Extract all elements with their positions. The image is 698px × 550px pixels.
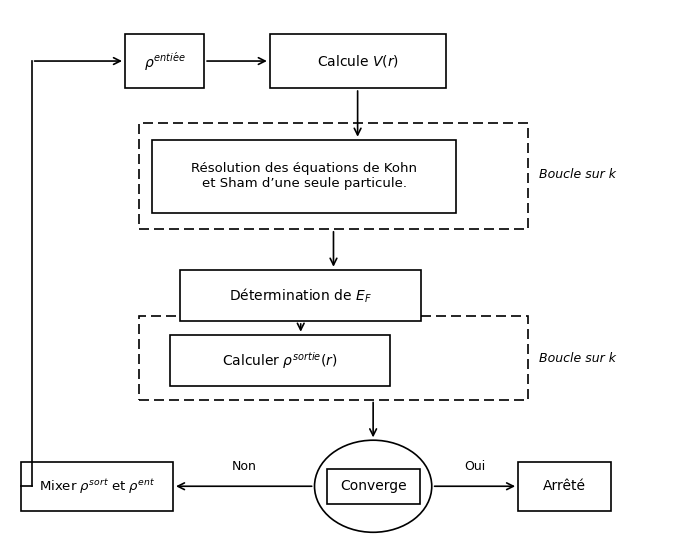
Text: Calcule $V(r)$: Calcule $V(r)$ [317, 53, 399, 69]
Bar [269, 34, 445, 88]
Bar [152, 140, 456, 213]
Bar [22, 462, 173, 510]
Bar [170, 334, 390, 386]
Text: $\rho^{enti\'{e}e}$: $\rho^{enti\'{e}e}$ [144, 50, 186, 73]
Bar [139, 316, 528, 400]
Text: Converge: Converge [340, 479, 406, 493]
Text: Résolution des équations de Kohn
et Sham d’une seule particule.: Résolution des équations de Kohn et Sham… [191, 162, 417, 190]
Bar [125, 34, 205, 88]
Text: Détermination de $E_F$: Détermination de $E_F$ [230, 286, 372, 305]
Bar [518, 462, 611, 510]
Text: Calculer $\rho^{sortie}(r)$: Calculer $\rho^{sortie}(r)$ [222, 350, 338, 371]
Text: Arrêté: Arrêté [543, 479, 586, 493]
Text: Boucle sur k: Boucle sur k [539, 168, 616, 182]
Text: Mixer $\rho^{sort}$ et $\rho^{ent}$: Mixer $\rho^{sort}$ et $\rho^{ent}$ [39, 477, 156, 496]
Text: Non: Non [232, 460, 256, 472]
Bar [327, 469, 419, 504]
Bar [180, 270, 422, 321]
Bar [139, 123, 528, 229]
Text: Oui: Oui [464, 460, 486, 472]
Circle shape [315, 440, 432, 532]
Text: Boucle sur k: Boucle sur k [539, 353, 616, 365]
